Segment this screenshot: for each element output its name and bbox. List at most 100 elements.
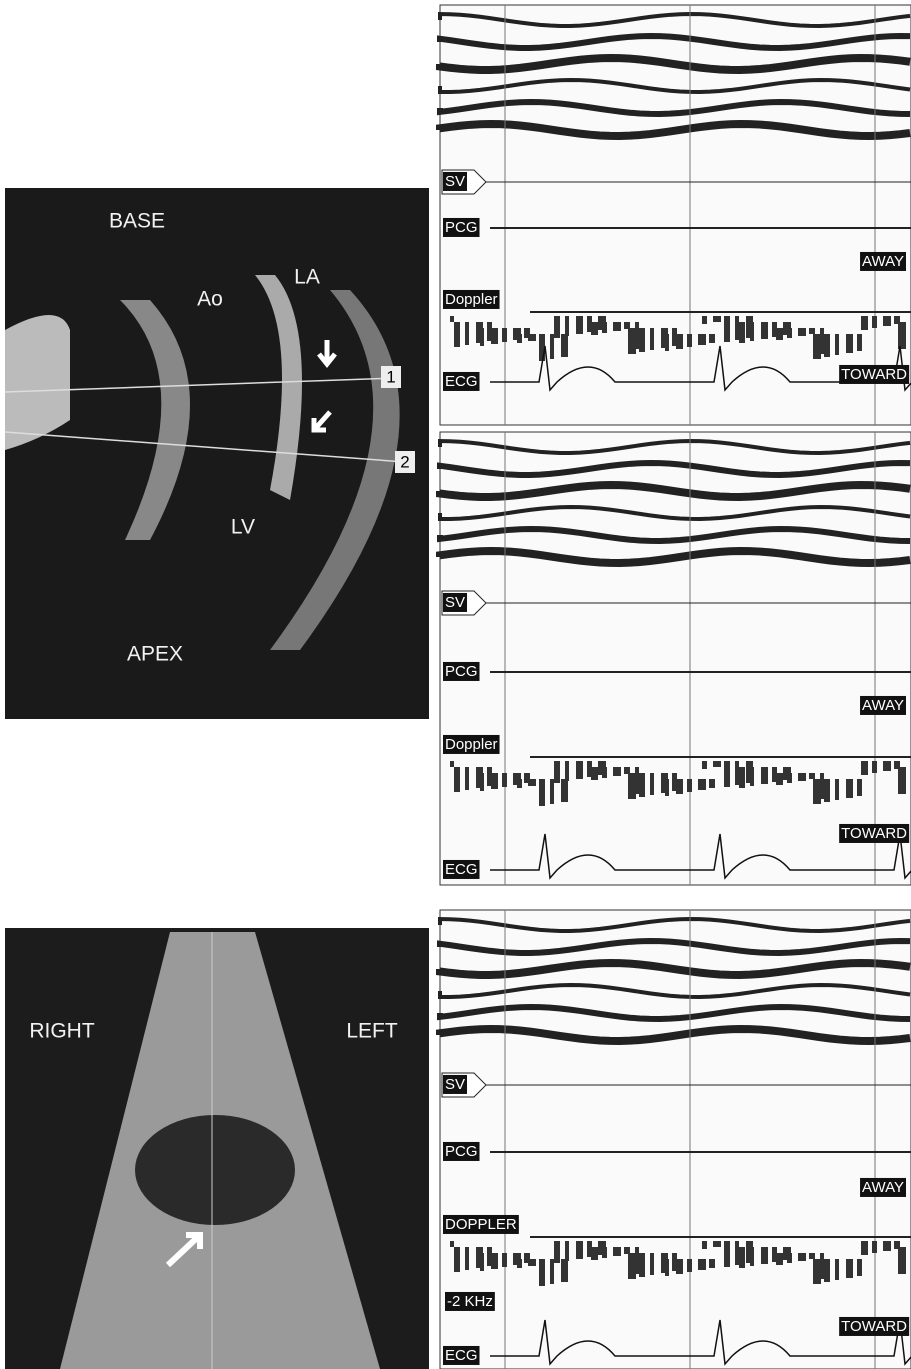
doppler-speckle (561, 779, 568, 802)
doppler-speckle (565, 1241, 569, 1261)
doppler-speckle (639, 328, 645, 352)
trace-label: PCG (445, 219, 478, 236)
doppler-speckle (687, 334, 692, 347)
doppler-speckle (561, 1259, 568, 1282)
doppler-speckle (517, 779, 522, 788)
doppler-speckle (550, 1259, 554, 1284)
doppler-speckle (713, 1241, 721, 1247)
doppler-speckle (465, 322, 469, 345)
doppler-speckle (813, 334, 821, 359)
doppler-speckle (576, 316, 583, 334)
doppler-speckle (665, 1259, 669, 1276)
doppler-speckle (898, 1247, 906, 1274)
label: LEFT (346, 1020, 398, 1043)
doppler-speckle (709, 334, 715, 343)
trace-label: TOWARD (841, 1318, 907, 1335)
doppler-speckle (665, 334, 669, 351)
doppler-speckle (776, 1253, 783, 1265)
doppler-speckle (883, 761, 891, 771)
doppler-speckle (776, 773, 783, 785)
doppler-speckle (676, 1259, 683, 1274)
doppler-speckle (846, 779, 853, 798)
doppler-speckle (846, 334, 853, 353)
doppler-speckle (724, 761, 730, 787)
trace-label: SV (445, 594, 465, 611)
doppler-speckle (735, 761, 739, 785)
marker: 2 (400, 452, 409, 471)
doppler-speckle (491, 1253, 498, 1269)
doppler-speckle (602, 767, 607, 778)
doppler-speckle (639, 773, 645, 797)
doppler-speckle (539, 1259, 545, 1286)
doppler-speckle (861, 316, 868, 330)
doppler-speckle (698, 1259, 706, 1270)
doppler-speckle (846, 1259, 853, 1278)
doppler-speckle (709, 1259, 715, 1268)
doppler-speckle (502, 773, 507, 787)
doppler-speckle (565, 761, 569, 781)
doppler-speckle (761, 767, 768, 784)
doppler-speckle (613, 1247, 621, 1256)
doppler-speckle (857, 779, 862, 796)
doppler-speckle (602, 1247, 607, 1258)
doppler-speckle (702, 1241, 707, 1249)
doppler-speckle (835, 1259, 839, 1280)
doppler-speckle (702, 316, 707, 324)
doppler-speckle (835, 334, 839, 355)
doppler-speckle (798, 328, 806, 336)
doppler-speckle (824, 779, 830, 802)
doppler-speckle (739, 767, 745, 788)
trace-label: SV (445, 173, 465, 190)
doppler-speckle (450, 761, 454, 767)
doppler-speckle (602, 322, 607, 333)
doppler-speckle (454, 322, 460, 347)
doppler-speckle (465, 767, 469, 790)
doppler-speckle (750, 322, 754, 341)
doppler-speckle (872, 316, 877, 328)
doppler-speckle (454, 767, 460, 792)
doppler-speckle (750, 767, 754, 786)
doppler-speckle (517, 334, 522, 343)
doppler-speckle (613, 767, 621, 776)
doppler-speckle (798, 1253, 806, 1261)
doppler-speckle (824, 1259, 830, 1282)
doppler-speckle (883, 1241, 891, 1251)
doppler-speckle (739, 322, 745, 343)
doppler-speckle (480, 1253, 484, 1271)
doppler-speckle (650, 773, 654, 795)
trace-label: TOWARD (841, 366, 907, 383)
doppler-speckle (576, 1241, 583, 1259)
doppler-speckle (872, 761, 877, 773)
doppler-speckle (687, 1259, 692, 1272)
doppler-speckle (454, 1247, 460, 1272)
doppler-speckle (813, 779, 821, 804)
doppler-speckle (702, 761, 707, 769)
doppler-speckle (624, 322, 630, 329)
trace-label: ECG (445, 1347, 478, 1364)
trace-label: DOPPLER (445, 1216, 517, 1233)
doppler-speckle (591, 322, 598, 335)
doppler-speckle (676, 334, 683, 349)
doppler-speckle (650, 328, 654, 350)
trace-label: TOWARD (841, 825, 907, 842)
doppler-speckle (787, 328, 792, 338)
doppler-speckle (798, 773, 806, 781)
label: RIGHT (29, 1020, 95, 1043)
doppler-speckle (624, 767, 630, 774)
doppler-speckle (776, 328, 783, 340)
doppler-speckle (528, 779, 536, 786)
doppler-speckle (550, 779, 554, 804)
doppler-speckle (687, 779, 692, 792)
trace-label: AWAY (862, 697, 904, 714)
doppler-speckle (713, 316, 721, 322)
doppler-speckle (698, 334, 706, 345)
doppler-speckle (550, 334, 554, 359)
doppler-speckle (450, 1241, 454, 1247)
doppler-speckle (898, 322, 906, 349)
doppler-speckle (809, 328, 815, 334)
trace-panel (440, 432, 911, 885)
doppler-speckle (650, 1253, 654, 1275)
doppler-speckle (539, 779, 545, 806)
trace-label: -2 KHz (447, 1293, 493, 1310)
label: BASE (109, 210, 165, 233)
